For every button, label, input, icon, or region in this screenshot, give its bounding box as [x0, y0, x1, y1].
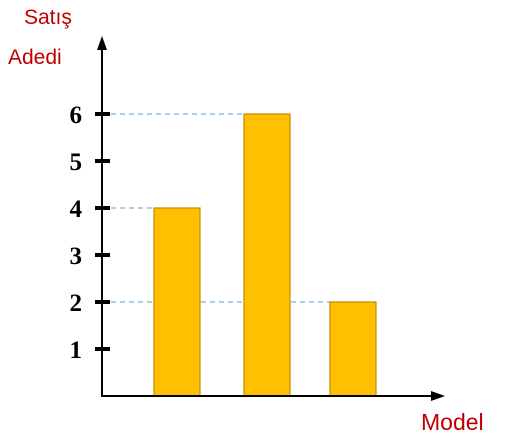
x-axis-arrow	[431, 391, 445, 401]
y-tick-label-5: 5	[70, 149, 83, 176]
guide-lines	[102, 113, 330, 303]
bar-3	[329, 301, 377, 397]
y-tick-label-6: 6	[70, 102, 83, 129]
y-tick-label-2: 2	[70, 290, 83, 317]
y-ticks: 1 2 3 4 5 6	[70, 102, 110, 364]
axes	[97, 36, 445, 401]
y-tick-label-4: 4	[70, 196, 83, 223]
y-tick-label-1: 1	[70, 337, 83, 364]
bars	[153, 113, 377, 397]
bar-1	[153, 207, 201, 397]
y-axis-arrow	[97, 36, 107, 50]
y-axis-label-line-2: Adedi	[8, 46, 62, 69]
y-tick-label-3: 3	[70, 243, 83, 270]
x-axis-label: Model	[421, 409, 484, 435]
y-axis-label-line-1: Satış	[24, 6, 72, 29]
bar-2	[243, 113, 291, 397]
